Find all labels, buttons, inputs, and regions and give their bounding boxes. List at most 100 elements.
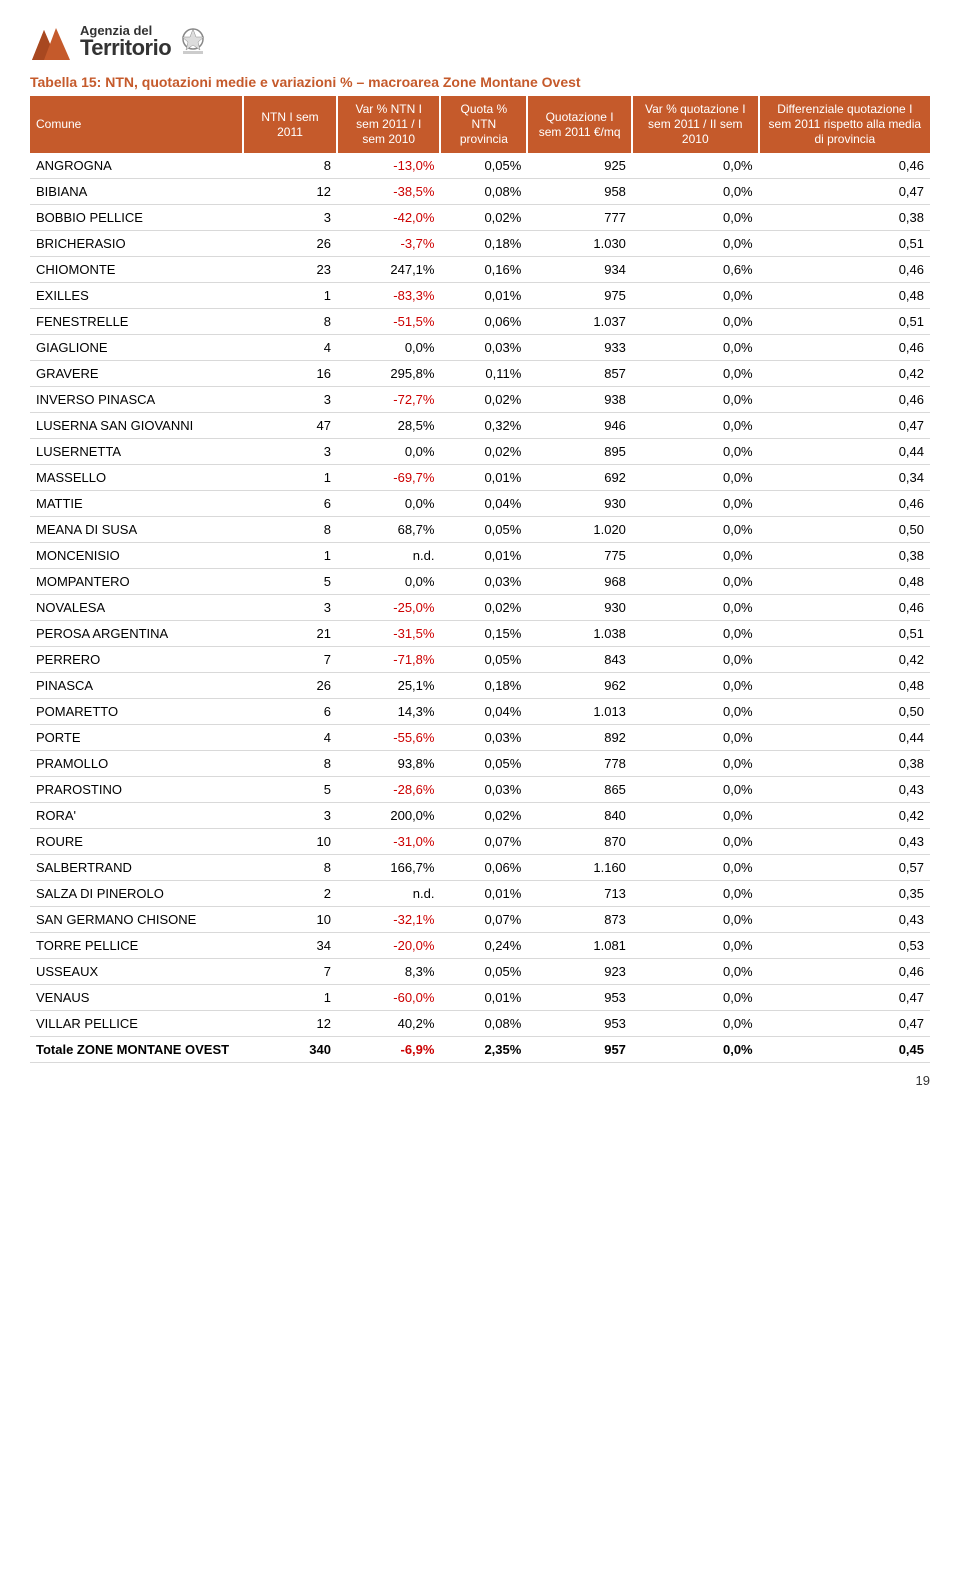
cell-value: 0,47: [759, 985, 930, 1011]
cell-value: 0,07%: [440, 907, 527, 933]
cell-value: 0,0%: [632, 387, 759, 413]
table-row: PRAROSTINO5-28,6%0,03%8650,0%0,43: [30, 777, 930, 803]
cell-value: 1.030: [527, 231, 632, 257]
cell-value: 16: [243, 361, 337, 387]
cell-value: 0,05%: [440, 959, 527, 985]
cell-value: 946: [527, 413, 632, 439]
cell-value: 0,46: [759, 257, 930, 283]
cell-value: 0,0%: [632, 595, 759, 621]
cell-value: 0,18%: [440, 673, 527, 699]
cell-value: -25,0%: [337, 595, 440, 621]
cell-value: 0,0%: [632, 283, 759, 309]
cell-value: 1.160: [527, 855, 632, 881]
cell-value: 0,0%: [632, 309, 759, 335]
col-header-comune: Comune: [30, 96, 243, 153]
cell-value: 0,44: [759, 725, 930, 751]
cell-value: -28,6%: [337, 777, 440, 803]
cell-value: -42,0%: [337, 205, 440, 231]
col-header-var-quot: Var % quotazione I sem 2011 / II sem 201…: [632, 96, 759, 153]
cell-comune: PERRERO: [30, 647, 243, 673]
table-row: VILLAR PELLICE1240,2%0,08%9530,0%0,47: [30, 1011, 930, 1037]
cell-value: 0,46: [759, 595, 930, 621]
table-row: MASSELLO1-69,7%0,01%6920,0%0,34: [30, 465, 930, 491]
table-row-total: Totale ZONE MONTANE OVEST340-6,9%2,35%95…: [30, 1037, 930, 1063]
cell-value: -32,1%: [337, 907, 440, 933]
cell-value: 0,01%: [440, 543, 527, 569]
cell-value: 1.081: [527, 933, 632, 959]
cell-value: 0,47: [759, 179, 930, 205]
cell-value: 40,2%: [337, 1011, 440, 1037]
table-row: INVERSO PINASCA3-72,7%0,02%9380,0%0,46: [30, 387, 930, 413]
cell-value: 0,0%: [632, 179, 759, 205]
col-header-diff: Differenziale quotazione I sem 2011 risp…: [759, 96, 930, 153]
cell-value: 0,0%: [337, 335, 440, 361]
cell-comune: SALBERTRAND: [30, 855, 243, 881]
cell-comune: Totale ZONE MONTANE OVEST: [30, 1037, 243, 1063]
cell-value: 775: [527, 543, 632, 569]
cell-value: 0,0%: [632, 803, 759, 829]
cell-value: 0,0%: [632, 231, 759, 257]
table-row: SALBERTRAND8166,7%0,06%1.1600,0%0,57: [30, 855, 930, 881]
cell-comune: MONCENISIO: [30, 543, 243, 569]
cell-value: 925: [527, 153, 632, 179]
table-row: LUSERNA SAN GIOVANNI4728,5%0,32%9460,0%0…: [30, 413, 930, 439]
table-header: Comune NTN I sem 2011 Var % NTN I sem 20…: [30, 96, 930, 153]
cell-value: 0,0%: [337, 491, 440, 517]
cell-value: 0,50: [759, 517, 930, 543]
cell-value: 0,24%: [440, 933, 527, 959]
cell-value: 23: [243, 257, 337, 283]
cell-value: 4: [243, 725, 337, 751]
cell-value: 0,0%: [632, 517, 759, 543]
cell-comune: BOBBIO PELLICE: [30, 205, 243, 231]
cell-value: 923: [527, 959, 632, 985]
cell-value: 0,03%: [440, 335, 527, 361]
logo-text: Agenzia del Territorio: [80, 24, 171, 59]
cell-value: 0,34: [759, 465, 930, 491]
cell-value: -13,0%: [337, 153, 440, 179]
cell-comune: SAN GERMANO CHISONE: [30, 907, 243, 933]
cell-value: 0,0%: [632, 621, 759, 647]
cell-value: -72,7%: [337, 387, 440, 413]
cell-comune: RORA': [30, 803, 243, 829]
cell-value: 2,35%: [440, 1037, 527, 1063]
cell-value: -20,0%: [337, 933, 440, 959]
cell-comune: PRAROSTINO: [30, 777, 243, 803]
table-row: CHIOMONTE23247,1%0,16%9340,6%0,46: [30, 257, 930, 283]
cell-comune: VENAUS: [30, 985, 243, 1011]
cell-value: 14,3%: [337, 699, 440, 725]
cell-value: 0,47: [759, 1011, 930, 1037]
cell-comune: BIBIANA: [30, 179, 243, 205]
table-row: MOMPANTERO50,0%0,03%9680,0%0,48: [30, 569, 930, 595]
col-header-quota: Quota % NTN provincia: [440, 96, 527, 153]
cell-value: 12: [243, 179, 337, 205]
cell-value: 1.037: [527, 309, 632, 335]
table-row: ANGROGNA8-13,0%0,05%9250,0%0,46: [30, 153, 930, 179]
cell-value: 0,51: [759, 309, 930, 335]
table-row: GIAGLIONE40,0%0,03%9330,0%0,46: [30, 335, 930, 361]
cell-value: 26: [243, 231, 337, 257]
cell-value: 0,51: [759, 621, 930, 647]
cell-value: 3: [243, 595, 337, 621]
cell-value: 938: [527, 387, 632, 413]
cell-value: 8,3%: [337, 959, 440, 985]
cell-value: 0,35: [759, 881, 930, 907]
cell-value: 0,0%: [632, 933, 759, 959]
cell-value: 895: [527, 439, 632, 465]
cell-value: -51,5%: [337, 309, 440, 335]
col-header-var-ntn: Var % NTN I sem 2011 / I sem 2010: [337, 96, 440, 153]
cell-value: 692: [527, 465, 632, 491]
cell-value: -3,7%: [337, 231, 440, 257]
cell-value: 0,42: [759, 361, 930, 387]
cell-value: 0,42: [759, 647, 930, 673]
table-row: PORTE4-55,6%0,03%8920,0%0,44: [30, 725, 930, 751]
cell-value: 778: [527, 751, 632, 777]
table-row: USSEAUX78,3%0,05%9230,0%0,46: [30, 959, 930, 985]
cell-comune: INVERSO PINASCA: [30, 387, 243, 413]
cell-comune: FENESTRELLE: [30, 309, 243, 335]
cell-comune: EXILLES: [30, 283, 243, 309]
cell-comune: PRAMOLLO: [30, 751, 243, 777]
cell-value: 0,01%: [440, 283, 527, 309]
cell-value: 0,0%: [632, 335, 759, 361]
cell-value: 953: [527, 1011, 632, 1037]
cell-value: 0,43: [759, 777, 930, 803]
